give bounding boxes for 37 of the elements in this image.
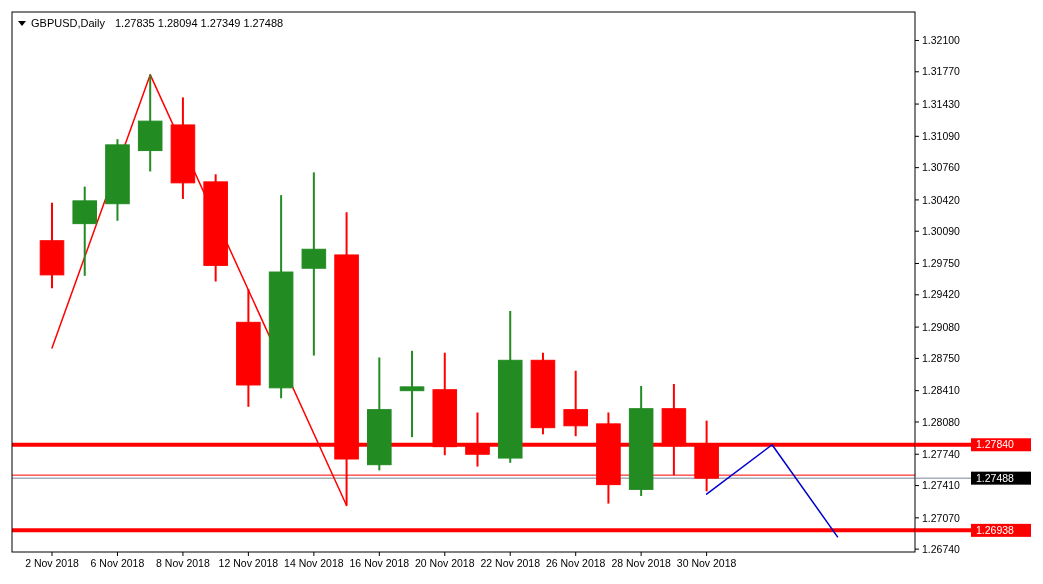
x-tick-label: 26 Nov 2018	[545, 557, 606, 569]
candlestick	[563, 369, 588, 438]
y-tick-label: 1.30090	[922, 224, 961, 237]
ref-line-label: 1.27840	[976, 438, 1015, 451]
x-tick-label: 8 Nov 2018	[156, 557, 210, 569]
y-tick-label: 1.27410	[922, 479, 961, 492]
y-tick-label: 1.28750	[922, 352, 961, 365]
y-tick-label: 1.31430	[922, 97, 961, 110]
x-tick-label: 12 Nov 2018	[218, 557, 279, 569]
ref-line-label: 1.27488	[976, 471, 1015, 484]
x-tick-label: 14 Nov 2018	[284, 557, 344, 569]
y-tick-label: 1.27740	[922, 447, 961, 460]
ref-line-label: 1.26938	[976, 524, 1015, 537]
x-tick-label: 22 Nov 2018	[480, 557, 541, 569]
x-tick-label: 28 Nov 2018	[611, 557, 672, 569]
x-tick-label: 30 Nov 2018	[676, 557, 737, 569]
candlestick	[301, 171, 327, 357]
y-tick-label: 1.26740	[922, 542, 961, 555]
y-tick-label: 1.29080	[922, 320, 961, 333]
y-tick-label: 1.32100	[922, 34, 961, 47]
y-tick-label: 1.29750	[922, 257, 961, 270]
chart-subtitle: 1.27835 1.28094 1.27349 1.27488	[114, 17, 284, 29]
candlestick	[72, 185, 98, 277]
y-tick-label: 1.30760	[922, 161, 961, 174]
y-tick-label: 1.29420	[922, 288, 961, 301]
y-tick-label: 1.27070	[922, 511, 961, 524]
y-tick-label: 1.28410	[922, 384, 961, 397]
x-tick-label: 16 Nov 2018	[349, 557, 410, 569]
x-tick-label: 6 Nov 2018	[90, 557, 145, 569]
y-tick-label: 1.31090	[922, 130, 961, 142]
y-tick-label: 1.28080	[922, 415, 961, 428]
x-tick-label: 20 Nov 2018	[415, 557, 475, 569]
y-tick-label: 1.30420	[922, 193, 961, 206]
chart-title: GBPUSD,Daily	[31, 17, 106, 29]
candlestick	[399, 349, 425, 439]
x-tick-label: 2 Nov 2018	[25, 557, 80, 569]
y-tick-label: 1.31770	[922, 65, 961, 78]
